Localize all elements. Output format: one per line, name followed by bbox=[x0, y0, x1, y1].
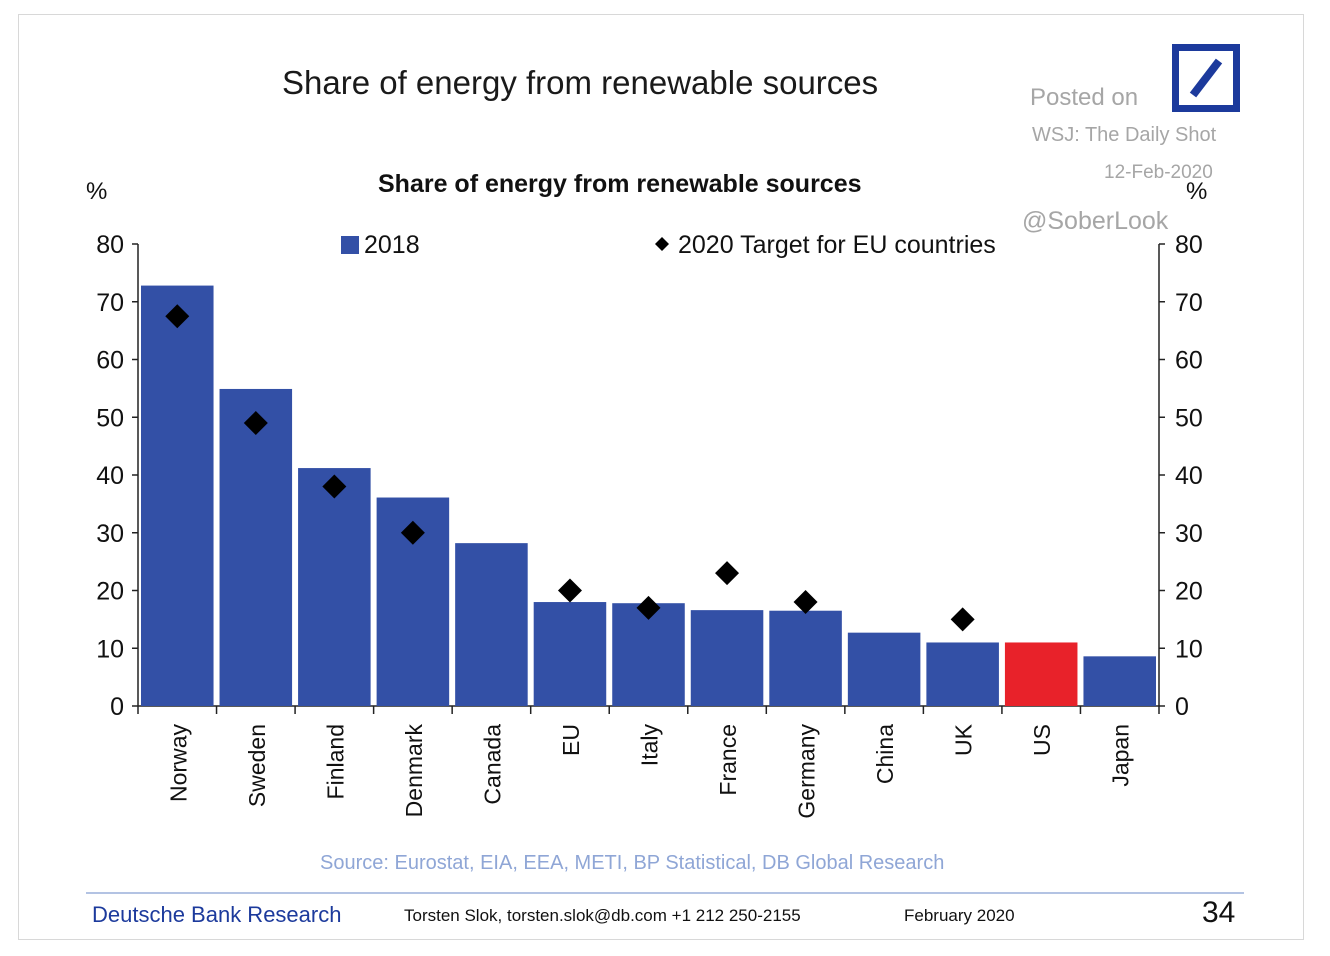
target-marker-norway bbox=[165, 304, 190, 329]
bar-germany bbox=[769, 610, 842, 706]
y-tick-label-right: 80 bbox=[1175, 231, 1203, 259]
y-axis-unit-left: % bbox=[86, 178, 107, 205]
target-marker-france bbox=[715, 561, 740, 586]
footer-divider bbox=[86, 892, 1244, 894]
y-tick-label-right: 40 bbox=[1175, 462, 1203, 490]
chart-markers bbox=[165, 304, 975, 632]
watermark-outlet: WSJ: The Daily Shot bbox=[1032, 124, 1217, 146]
x-label-finland: Finland bbox=[322, 724, 348, 799]
footer-brand: Deutsche Bank Research bbox=[92, 902, 342, 927]
y-tick-label-left: 70 bbox=[96, 289, 124, 317]
x-label-uk: UK bbox=[951, 723, 977, 756]
bar-france bbox=[690, 610, 764, 706]
x-label-germany: Germany bbox=[794, 724, 820, 819]
watermark-date: 12-Feb-2020 bbox=[1104, 162, 1213, 183]
y-tick-label-right: 60 bbox=[1175, 347, 1203, 375]
y-tick-label-right: 70 bbox=[1175, 289, 1203, 317]
target-marker-eu bbox=[557, 578, 582, 603]
y-tick-label-left: 30 bbox=[96, 520, 124, 548]
y-tick-label-right: 30 bbox=[1175, 520, 1203, 548]
chart-bars bbox=[141, 285, 1156, 706]
legend-swatch-2018 bbox=[341, 236, 359, 254]
chart-x-labels: Norway Sweden Finland Denmark Canada EU Italy F… bbox=[165, 723, 1133, 818]
target-marker-italy bbox=[636, 595, 661, 620]
footer-contact: Torsten Slok, torsten.slok@db.com +1 212… bbox=[404, 906, 801, 925]
target-marker-denmark bbox=[400, 520, 425, 545]
x-label-sweden: Sweden bbox=[244, 724, 270, 807]
x-label-france: France bbox=[715, 724, 741, 796]
bar-canada bbox=[455, 543, 528, 706]
bar-italy bbox=[612, 603, 685, 706]
y-tick-label-left: 10 bbox=[96, 635, 124, 663]
bar-china bbox=[847, 632, 921, 706]
legend-diamond-icon bbox=[655, 237, 669, 251]
y-tick-label-right: 10 bbox=[1175, 635, 1203, 663]
y-tick-label-right: 50 bbox=[1175, 404, 1203, 432]
y-tick-label-left: 20 bbox=[96, 578, 124, 606]
logo-slash-icon bbox=[1189, 58, 1223, 98]
watermark-handle: @SoberLook bbox=[1022, 207, 1169, 235]
target-marker-sweden bbox=[243, 411, 268, 436]
x-label-canada: Canada bbox=[479, 724, 505, 805]
y-tick-label-right: 20 bbox=[1175, 578, 1203, 606]
y-tick-label-right: 0 bbox=[1175, 693, 1189, 721]
deutsche-bank-logo-icon bbox=[1172, 44, 1240, 112]
bar-japan bbox=[1083, 656, 1156, 706]
y-tick-label-left: 60 bbox=[96, 347, 124, 375]
watermark-posted: Posted on bbox=[1030, 84, 1139, 111]
footer-date: February 2020 bbox=[904, 906, 1015, 925]
target-marker-uk bbox=[950, 607, 975, 632]
chart-legend: 2018 2020 Target for EU countries bbox=[341, 231, 996, 259]
y-tick-label-left: 80 bbox=[96, 231, 124, 259]
legend-label-target: 2020 Target for EU countries bbox=[678, 231, 996, 259]
x-label-norway: Norway bbox=[165, 724, 191, 802]
bar-uk bbox=[926, 642, 999, 706]
x-label-eu: EU bbox=[558, 724, 584, 756]
bar-norway bbox=[141, 285, 214, 706]
bar-us bbox=[1004, 642, 1078, 706]
slide-title: Share of energy from renewable sources bbox=[282, 64, 879, 101]
source-note: Source: Eurostat, EIA, EEA, METI, BP Sta… bbox=[320, 852, 945, 874]
x-label-us: US bbox=[1029, 724, 1055, 756]
x-label-italy: Italy bbox=[637, 724, 663, 767]
y-tick-label-left: 0 bbox=[110, 693, 124, 721]
legend-label-2018: 2018 bbox=[364, 231, 420, 259]
x-label-china: China bbox=[872, 724, 898, 784]
bar-eu bbox=[533, 602, 607, 706]
x-label-japan: Japan bbox=[1108, 724, 1134, 787]
y-tick-label-left: 50 bbox=[96, 404, 124, 432]
target-marker-germany bbox=[793, 590, 818, 615]
y-axis-unit-right: % bbox=[1186, 178, 1207, 205]
y-tick-label-left: 40 bbox=[96, 462, 124, 490]
bar-sweden bbox=[219, 388, 293, 706]
chart-axes: 0 0 10 10 20 20 30 30 40 40 50 50 60 60 70 70 80 80%% bbox=[86, 178, 1207, 721]
bar-finland bbox=[298, 468, 371, 706]
x-label-denmark: Denmark bbox=[401, 724, 427, 818]
chart-title: Share of energy from renewable sources bbox=[378, 170, 862, 198]
page-number: 34 bbox=[1202, 896, 1236, 929]
target-marker-finland bbox=[322, 474, 347, 499]
